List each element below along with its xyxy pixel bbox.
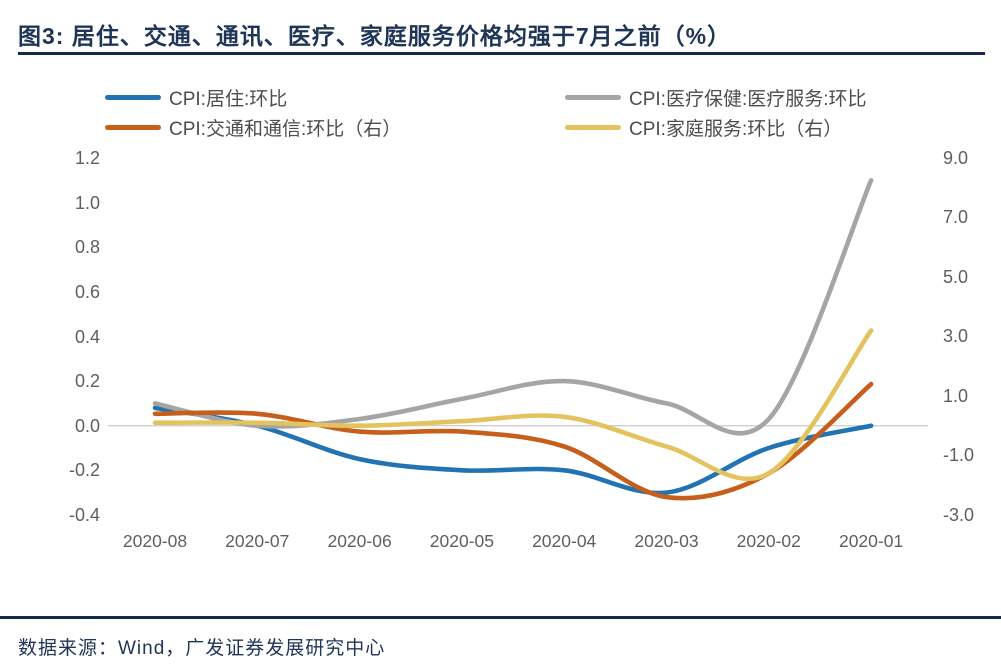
legend-swatch-household [565, 124, 621, 130]
legend-label: CPI:居住:环比 [169, 88, 288, 110]
legend-swatch-medical [565, 94, 621, 100]
left-axis-tick: -0.4 [68, 504, 100, 525]
x-axis-tick: 2020-03 [634, 531, 699, 551]
x-axis-tick: 2020-08 [122, 531, 188, 551]
left-axis-tick: 0.4 [74, 326, 100, 347]
series-line-0 [152, 405, 874, 496]
x-axis-tick: 2020-05 [429, 531, 494, 551]
right-axis-tick: -3.0 [943, 504, 975, 525]
left-axis-tick: -0.2 [68, 460, 100, 481]
x-axis-tick: 2020-02 [736, 531, 801, 551]
left-axis-tick: 0.8 [74, 237, 100, 258]
legend-label: CPI:交通和通信:环比（右） [169, 118, 402, 140]
right-axis-tick: 7.0 [943, 207, 969, 228]
right-axis-tick: 5.0 [943, 266, 969, 287]
left-axis-tick: 0.0 [74, 415, 100, 436]
series-line-3 [152, 328, 874, 481]
x-axis-tick: 2020-07 [225, 531, 290, 551]
legend-swatch-transport [105, 124, 161, 130]
footer-divider [0, 616, 1001, 619]
right-axis-tick: 9.0 [943, 147, 969, 168]
left-axis-tick: 0.6 [74, 281, 100, 302]
x-axis-tick: 2020-06 [327, 531, 392, 551]
left-axis-tick: 0.2 [74, 371, 100, 392]
legend-swatch-housing [105, 94, 161, 100]
series-line-1 [152, 178, 874, 436]
legend-item-cpi-medical: CPI:医疗保健:医疗服务:环比 [565, 85, 867, 110]
title-divider [18, 52, 985, 55]
legend-label: CPI:家庭服务:环比（右） [629, 118, 843, 140]
x-axis-tick: 2020-01 [838, 531, 904, 551]
right-axis-tick: 1.0 [943, 385, 969, 406]
figure-title: 图3: 居住、交通、通讯、医疗、家庭服务价格均强于7月之前（%） [18, 23, 732, 49]
right-axis-tick: 3.0 [943, 326, 969, 347]
left-axis-tick: 1.0 [74, 192, 100, 213]
series-line-2 [152, 381, 874, 501]
legend-item-cpi-housing: CPI:居住:环比 [105, 85, 288, 110]
legend-item-cpi-household: CPI:家庭服务:环比（右） [565, 115, 843, 140]
legend-item-cpi-transport: CPI:交通和通信:环比（右） [105, 115, 402, 140]
left-axis-tick: 1.2 [74, 148, 100, 169]
x-axis-tick: 2020-04 [532, 531, 597, 551]
right-axis-tick: -1.0 [943, 445, 975, 466]
data-source: 数据来源：Wind，广发证券发展研究中心 [18, 638, 386, 659]
legend-label: CPI:医疗保健:医疗服务:环比 [629, 88, 867, 110]
